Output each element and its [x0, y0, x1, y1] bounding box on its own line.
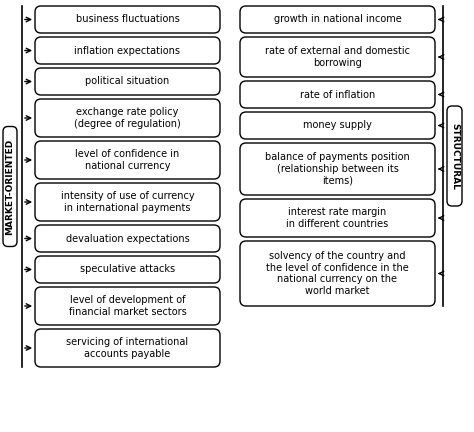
FancyBboxPatch shape [240, 241, 435, 306]
Text: political situation: political situation [85, 76, 170, 86]
FancyBboxPatch shape [35, 183, 220, 221]
FancyBboxPatch shape [240, 81, 435, 108]
FancyBboxPatch shape [240, 199, 435, 237]
Text: balance of payments position
(relationship between its
items): balance of payments position (relationsh… [265, 152, 410, 186]
FancyBboxPatch shape [35, 6, 220, 33]
FancyBboxPatch shape [447, 106, 462, 206]
FancyBboxPatch shape [35, 141, 220, 179]
Text: STRUCTURAL: STRUCTURAL [450, 123, 459, 190]
Text: servicing of international
accounts payable: servicing of international accounts paya… [66, 337, 189, 359]
FancyBboxPatch shape [35, 99, 220, 137]
Text: intensity of use of currency
in international payments: intensity of use of currency in internat… [61, 191, 194, 213]
FancyBboxPatch shape [35, 287, 220, 325]
Text: money supply: money supply [303, 121, 372, 130]
Text: devaluation expectations: devaluation expectations [65, 234, 190, 244]
FancyBboxPatch shape [240, 37, 435, 77]
Text: interest rate margin
in different countries: interest rate margin in different countr… [286, 207, 389, 229]
Text: inflation expectations: inflation expectations [74, 45, 181, 55]
FancyBboxPatch shape [3, 127, 17, 247]
Text: MARKET-ORIENTED: MARKET-ORIENTED [6, 138, 15, 235]
Text: rate of inflation: rate of inflation [300, 89, 375, 99]
FancyBboxPatch shape [35, 68, 220, 95]
Text: rate of external and domestic
borrowing: rate of external and domestic borrowing [265, 46, 410, 68]
Text: business fluctuations: business fluctuations [76, 15, 179, 25]
Text: exchange rate policy
(degree of regulation): exchange rate policy (degree of regulati… [74, 107, 181, 129]
FancyBboxPatch shape [35, 256, 220, 283]
FancyBboxPatch shape [35, 225, 220, 252]
Text: level of development of
financial market sectors: level of development of financial market… [69, 295, 186, 317]
FancyBboxPatch shape [35, 37, 220, 64]
FancyBboxPatch shape [240, 143, 435, 195]
FancyBboxPatch shape [240, 6, 435, 33]
FancyBboxPatch shape [35, 329, 220, 367]
Text: speculative attacks: speculative attacks [80, 264, 175, 274]
Text: level of confidence in
national currency: level of confidence in national currency [75, 149, 180, 171]
Text: growth in national income: growth in national income [273, 15, 401, 25]
FancyBboxPatch shape [240, 112, 435, 139]
Text: solvency of the country and
the level of confidence in the
national currency on : solvency of the country and the level of… [266, 251, 409, 296]
